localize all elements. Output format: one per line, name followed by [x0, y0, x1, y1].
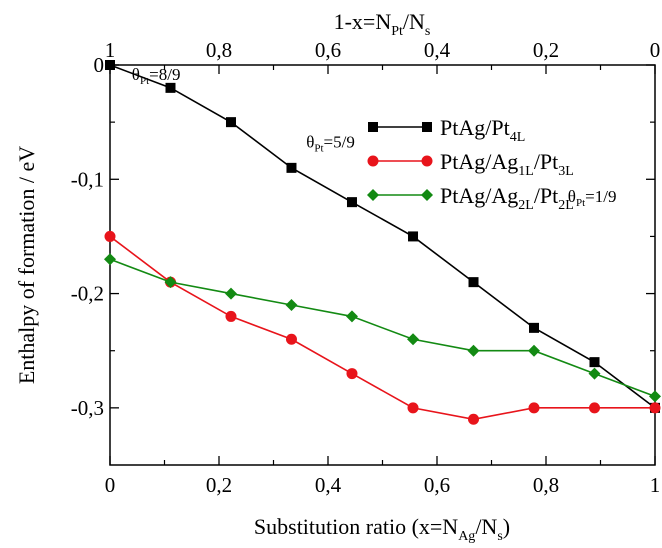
data-point — [225, 117, 236, 128]
series-2 — [104, 230, 661, 425]
data-point — [285, 333, 297, 345]
x-tick-label: 0,4 — [315, 473, 342, 497]
legend-marker — [421, 189, 433, 201]
legend-item-1: PtAg/Pt4L — [368, 115, 525, 145]
data-point — [225, 310, 237, 322]
data-point — [649, 402, 661, 414]
legend-marker — [367, 189, 379, 201]
y-tick-label: 0 — [94, 53, 105, 77]
top-tick-label: 1 — [105, 38, 116, 62]
data-point — [164, 276, 177, 289]
series-1 — [105, 60, 660, 413]
data-point — [346, 197, 357, 208]
x-tick-label: 1 — [650, 473, 661, 497]
data-point — [468, 413, 480, 425]
series-layer — [104, 60, 661, 425]
theta-annotation: θPt=5/9 — [306, 132, 355, 154]
legend-label: PtAg/Pt4L — [440, 115, 525, 145]
data-point — [649, 390, 661, 403]
tick-marks — [109, 64, 656, 465]
x-tick-label: 0,2 — [206, 473, 232, 497]
data-point — [165, 82, 176, 93]
data-point — [529, 322, 540, 333]
y-tick-label: -0,3 — [71, 396, 104, 420]
legend-item-3: PtAg/Ag2L/Pt2L — [367, 183, 574, 213]
data-point — [286, 162, 297, 173]
top-tick-label: 0 — [650, 38, 661, 62]
theta-annotation: θPt=1/9 — [568, 187, 617, 209]
data-point — [346, 368, 358, 380]
legend-label: PtAg/Ag1L/Pt3L — [440, 149, 574, 179]
annotations: θPt=8/9 θPt=5/9 θPt=1/9 — [132, 65, 617, 209]
plot-frame — [109, 64, 656, 466]
data-point — [528, 402, 540, 414]
data-point — [589, 402, 601, 414]
x-axis-label: Substitution ratio (x=NAg/Ns) — [254, 514, 510, 544]
series-line — [109, 235, 655, 421]
legend-marker — [421, 155, 433, 167]
y-tick-label: -0,1 — [71, 167, 104, 191]
data-point — [224, 287, 237, 300]
tick-labels: 0 0,2 0,4 0,6 0,8 1 1 0,8 0,6 0,4 0,2 0 0 -0,1 -0,2 -0,… — [71, 38, 661, 497]
series-3 — [104, 253, 661, 403]
data-point — [407, 333, 420, 346]
top-tick-label: 0,2 — [533, 38, 559, 62]
x-tick-label: 0,6 — [424, 473, 450, 497]
series-line — [109, 64, 656, 409]
legend: PtAg/Pt4L PtAg/Ag1L/Pt3L PtAg/Ag2L/Pt2L — [367, 115, 574, 213]
data-point — [528, 344, 541, 357]
x-tick-label: 0,8 — [533, 473, 559, 497]
top-axis-label: 1-x=NPt/Ns — [334, 9, 431, 39]
data-point — [345, 310, 358, 323]
data-point — [408, 231, 419, 242]
data-point — [467, 344, 480, 357]
data-point — [104, 253, 116, 266]
series-line — [109, 258, 656, 398]
legend-item-2: PtAg/Ag1L/Pt3L — [367, 149, 574, 179]
data-point — [468, 277, 479, 288]
data-point — [588, 367, 601, 380]
legend-marker — [367, 155, 379, 167]
data-point — [285, 299, 298, 311]
data-point — [104, 230, 116, 242]
data-point — [589, 357, 600, 368]
legend-label: PtAg/Ag2L/Pt2L — [440, 183, 574, 213]
top-tick-label: 0,4 — [424, 38, 451, 62]
theta-annotation: θPt=8/9 — [132, 65, 181, 87]
top-tick-label: 0,6 — [315, 38, 341, 62]
data-point — [407, 402, 419, 414]
y-tick-label: -0,2 — [71, 282, 104, 306]
legend-marker — [422, 122, 432, 132]
data-point — [105, 60, 115, 70]
y-axis-label: Enthalpy of formation / eV — [14, 146, 39, 384]
top-tick-label: 0,8 — [206, 38, 232, 62]
legend-marker — [368, 122, 378, 132]
x-tick-label: 0 — [105, 473, 116, 497]
